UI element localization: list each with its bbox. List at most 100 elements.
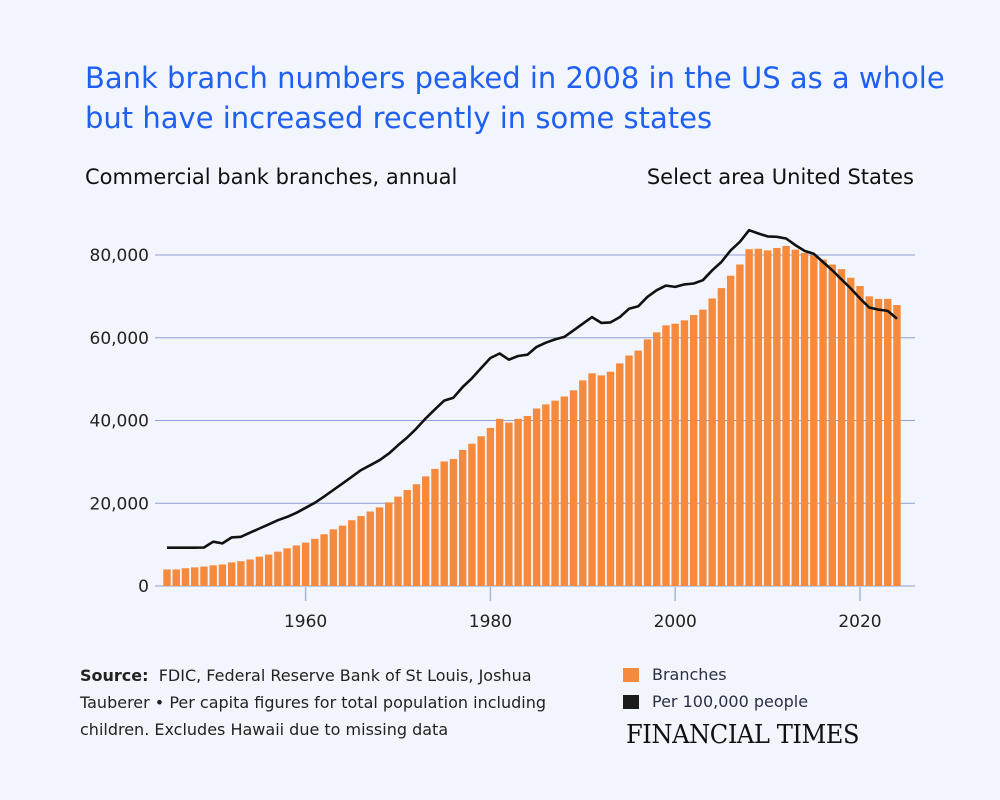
bar <box>246 559 254 586</box>
bar <box>237 561 245 586</box>
bar <box>634 350 642 586</box>
x-tick-label: 1980 <box>469 612 512 632</box>
bar <box>440 461 448 586</box>
bar <box>431 468 439 586</box>
bar <box>338 525 347 586</box>
bar <box>736 264 744 586</box>
bar <box>181 568 190 586</box>
bar <box>422 476 430 586</box>
bar <box>708 298 716 586</box>
legend-swatch-per-capita <box>623 694 639 709</box>
bar <box>847 277 855 586</box>
bar <box>773 247 781 586</box>
bar <box>348 520 356 586</box>
bar <box>209 565 217 586</box>
y-tick-label: 80,000 <box>90 246 149 266</box>
legend-swatch-branches <box>623 667 639 682</box>
bar <box>699 309 707 586</box>
bar <box>366 511 374 586</box>
legend-label: Per 100,000 people <box>652 692 809 711</box>
bar <box>523 415 532 586</box>
bar <box>311 538 319 586</box>
bar <box>375 507 384 586</box>
y-tick-label: 0 <box>138 577 149 597</box>
bar <box>357 516 365 586</box>
bar <box>800 252 809 586</box>
bar <box>560 396 569 586</box>
bar <box>320 534 328 586</box>
bar <box>292 545 301 586</box>
bar <box>172 569 180 586</box>
bar <box>653 332 661 586</box>
bar <box>828 264 836 586</box>
bar <box>662 325 670 586</box>
bar <box>689 314 698 586</box>
ft-logo: FINANCIAL TIMES <box>626 720 860 750</box>
bar <box>837 269 846 586</box>
bar <box>606 371 615 586</box>
x-tick-label: 1960 <box>284 612 327 632</box>
bar <box>449 458 458 586</box>
bar <box>616 363 624 586</box>
bar <box>532 408 541 586</box>
source-note: Source: FDIC, Federal Reserve Bank of St… <box>80 662 600 743</box>
bar <box>588 373 596 586</box>
bar <box>819 259 827 586</box>
x-tick-label: 2020 <box>838 612 881 632</box>
bar <box>680 320 689 586</box>
bar <box>754 248 763 586</box>
bar <box>458 449 467 586</box>
source-label: Source: <box>80 666 149 685</box>
bar <box>412 484 421 586</box>
bar <box>569 390 578 586</box>
bar <box>274 551 282 586</box>
x-tick-label: 2000 <box>654 612 697 632</box>
bar <box>255 556 264 586</box>
bar <box>726 275 735 586</box>
bar <box>745 249 753 586</box>
legend: Branches Per 100,000 people <box>623 661 808 715</box>
y-tick-label: 60,000 <box>90 329 149 349</box>
bar <box>782 245 790 586</box>
y-tick-label: 40,000 <box>90 412 149 432</box>
bar <box>163 569 171 586</box>
bar <box>542 404 550 586</box>
source-text: FDIC, Federal Reserve Bank of St Louis, … <box>80 666 546 739</box>
bar <box>874 298 883 586</box>
bar <box>791 249 800 586</box>
legend-item-per-capita: Per 100,000 people <box>623 688 808 715</box>
bar <box>227 562 236 586</box>
legend-label: Branches <box>652 665 727 684</box>
bar <box>191 567 199 586</box>
bar <box>625 355 633 586</box>
per-capita-line <box>167 228 898 550</box>
bar <box>551 400 559 586</box>
bar <box>218 564 227 586</box>
bar <box>403 490 411 586</box>
bar <box>643 339 652 586</box>
bar <box>717 288 726 586</box>
bar <box>505 422 513 586</box>
bar <box>200 566 208 586</box>
bar <box>597 375 605 586</box>
bar <box>477 436 485 586</box>
bar <box>385 502 393 586</box>
area-selector[interactable]: Select area United States <box>646 165 914 189</box>
bar <box>884 298 892 586</box>
y-tick-label: 20,000 <box>90 494 149 514</box>
bar <box>329 529 338 586</box>
bar <box>671 323 679 586</box>
bar <box>495 418 504 586</box>
bar <box>810 255 818 586</box>
bar <box>856 286 864 586</box>
bar <box>283 548 291 586</box>
bar <box>514 418 522 586</box>
bar <box>579 380 587 586</box>
chart-title: Bank branch numbers peaked in 2008 in th… <box>85 61 945 135</box>
bar <box>301 542 310 586</box>
chart-subtitle: Commercial bank branches, annual <box>85 165 458 189</box>
bar <box>893 305 901 586</box>
bar <box>865 296 873 586</box>
